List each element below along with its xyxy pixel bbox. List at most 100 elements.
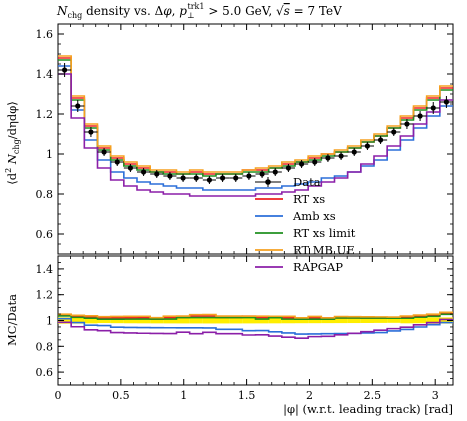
data-uncertainty-band-bin	[216, 317, 230, 324]
data-uncertainty-band-bin	[163, 317, 177, 324]
data-point	[219, 175, 226, 181]
main-panel-frame	[57, 23, 454, 255]
data-uncertainty-band-bin	[374, 318, 388, 323]
main-series-layer	[58, 55, 453, 197]
ratio-line-rapgap	[58, 318, 453, 339]
ratio-series-layer	[58, 311, 453, 339]
data-point	[285, 165, 292, 171]
data-point	[154, 171, 160, 177]
data-point	[443, 99, 450, 105]
y-main-tick-label: 1	[46, 148, 53, 161]
data-uncertainty-band-bin	[295, 317, 309, 324]
data-point	[312, 159, 318, 165]
series-line-rapgap	[58, 73, 453, 197]
ratio-band-layer	[58, 317, 453, 324]
data-uncertainty-band-bin	[58, 317, 72, 324]
legend-entry-label: RAPGAP	[293, 260, 343, 274]
data-uncertainty-band-bin	[71, 317, 85, 324]
data-point	[206, 177, 213, 183]
data-point	[101, 149, 107, 155]
legend-entry-label: Amb xs	[292, 209, 336, 223]
data-uncertainty-band-bin	[360, 318, 374, 323]
x-tick-label: 1	[180, 389, 187, 402]
data-uncertainty-band-bin	[347, 317, 361, 324]
data-uncertainty-band-bin	[308, 317, 322, 324]
x-tick-label: 3	[432, 389, 439, 402]
data-point	[127, 165, 134, 171]
data-uncertainty-band-bin	[426, 317, 440, 324]
y-axis-label-main: ⟨d2 Nchg/dηdφ⟩	[4, 101, 21, 184]
y-main-tick-label: 1.4	[36, 68, 54, 81]
data-uncertainty-band-bin	[413, 317, 427, 324]
data-uncertainty-band-bin	[255, 317, 269, 324]
y-ratio-tick-label: 0.6	[36, 366, 54, 379]
data-points-layer	[58, 63, 453, 184]
data-point	[140, 169, 147, 175]
data-point	[272, 169, 278, 175]
y-ratio-tick-label: 1.4	[36, 263, 54, 276]
ratio-line-rt-mb-ue	[58, 311, 453, 319]
data-uncertainty-band-bin	[97, 317, 111, 324]
x-tick-label: 0	[55, 389, 62, 402]
data-uncertainty-band-bin	[84, 317, 98, 324]
y-main-tick-label: 0.8	[36, 188, 54, 201]
y-ratio-tick-label: 1	[46, 315, 53, 328]
chart-title: Nchg density vs. Δφ, p⊥trk1 > 5.0 GeV, √…	[56, 2, 342, 20]
legend-entry-label: RT xs	[293, 192, 325, 206]
x-tick-label: 2	[306, 389, 313, 402]
data-point	[61, 67, 68, 73]
data-point	[325, 155, 331, 161]
ratio-line-amb-xs	[58, 317, 453, 335]
y-main-tick-label: 0.6	[36, 228, 54, 241]
data-point	[75, 103, 81, 109]
data-uncertainty-band-bin	[123, 317, 137, 324]
x-tick-label: 1.5	[238, 389, 256, 402]
x-axis-label: |φ| (w.r.t. leading track) [rad]	[283, 402, 453, 417]
data-point	[246, 173, 252, 179]
legend-entry-label: RT MB UE	[293, 243, 355, 257]
data-point	[193, 175, 199, 181]
y-main-tick-label: 1.6	[36, 28, 54, 41]
legend-swatch-data-marker	[265, 179, 271, 185]
data-uncertainty-band-bin	[321, 317, 335, 324]
data-point	[180, 175, 186, 181]
data-point	[338, 153, 344, 159]
data-point	[377, 137, 384, 143]
ticks-layer: 0 0.5 1 1.5 2 2.5 3 0.6 0.8 1 1.2 1.4 1.6 0.6 0.8 1 1.2 1…	[36, 24, 453, 402]
data-uncertainty-band-bin	[242, 317, 256, 324]
data-point	[298, 161, 305, 167]
legend-entry-label: RT xs limit	[293, 226, 356, 240]
data-point	[364, 143, 371, 149]
data-point	[351, 149, 357, 155]
data-point	[417, 113, 423, 119]
data-uncertainty-band-bin	[268, 317, 282, 324]
series-line-rt-mb-ue	[58, 55, 453, 173]
y-main-tick-label: 1.2	[36, 108, 54, 121]
data-point	[114, 159, 120, 165]
data-point	[259, 171, 265, 177]
y-axis-label-ratio: MC/Data	[5, 294, 19, 346]
data-point	[233, 175, 239, 181]
data-uncertainty-band-bin	[229, 317, 243, 324]
y-ratio-tick-label: 0.8	[36, 340, 54, 353]
legend: Data RT xs Amb xs RT xs limit RT MB UE RAPGAP	[255, 175, 356, 274]
data-point	[404, 121, 410, 127]
data-point	[167, 173, 173, 179]
data-uncertainty-band-bin	[202, 317, 216, 324]
data-point	[430, 105, 436, 111]
x-tick-label: 0.5	[112, 389, 130, 402]
data-uncertainty-band-bin	[176, 317, 190, 324]
data-point	[391, 129, 397, 135]
data-uncertainty-band-bin	[334, 317, 348, 324]
data-uncertainty-band-bin	[400, 317, 414, 324]
data-uncertainty-band-bin	[439, 317, 453, 324]
data-point	[88, 129, 94, 135]
ratio-line-rt-xs-limit	[58, 313, 453, 321]
legend-entry-label: Data	[293, 175, 321, 189]
data-uncertainty-band-bin	[150, 317, 164, 324]
data-uncertainty-band-bin	[189, 317, 203, 324]
data-uncertainty-band-bin	[137, 317, 151, 324]
x-tick-label: 2.5	[364, 389, 382, 402]
data-uncertainty-band-bin	[281, 317, 295, 324]
